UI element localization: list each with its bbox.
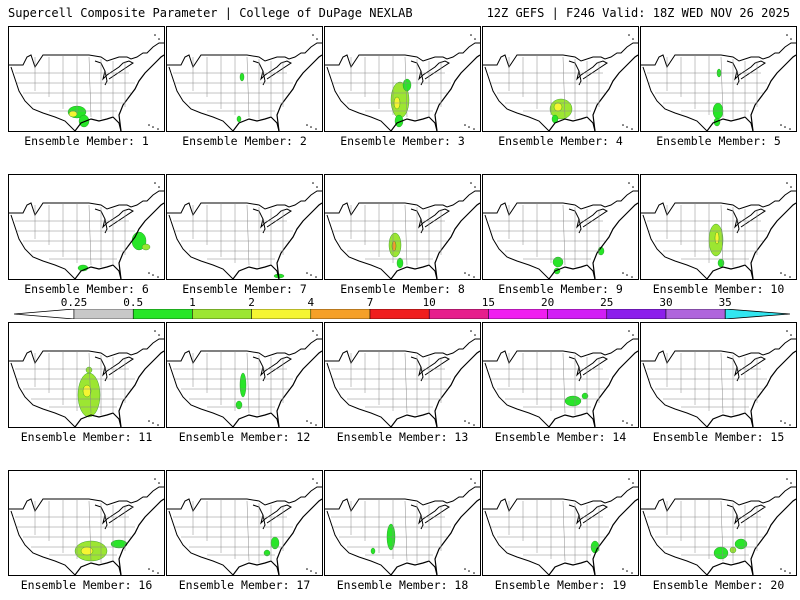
colorbar-tick-label: 2 xyxy=(248,296,255,309)
ensemble-member-map xyxy=(482,26,639,132)
colorbar-tick-label: 0.5 xyxy=(123,296,144,309)
colorbar-high-arrow xyxy=(724,309,790,319)
scp-contour-blob xyxy=(82,384,92,398)
colorbar-segment xyxy=(547,309,608,319)
ensemble-member-label: Ensemble Member: 13 xyxy=(336,430,469,444)
ensemble-member-map xyxy=(8,470,165,576)
ensemble-member-label: Ensemble Member: 12 xyxy=(178,430,311,444)
colorbar-segment xyxy=(606,309,667,319)
ensemble-member-map xyxy=(166,26,323,132)
ensemble-member-label: Ensemble Member: 3 xyxy=(340,134,465,148)
scp-contour-blob xyxy=(68,110,78,118)
colorbar-tick-label: 1 xyxy=(189,296,196,309)
ensemble-member-map xyxy=(324,174,481,280)
ensemble-member-map xyxy=(8,26,165,132)
ensemble-member-label: Ensemble Member: 8 xyxy=(340,282,465,296)
colorbar-tick-label: 15 xyxy=(481,296,496,309)
scp-contour-blob xyxy=(78,114,90,128)
ensemble-member-label: Ensemble Member: 14 xyxy=(494,430,627,444)
scp-contour-blob xyxy=(239,372,247,398)
ensemble-member-label: Ensemble Member: 5 xyxy=(656,134,781,148)
colorbar-tick-label: 7 xyxy=(366,296,374,309)
ensemble-member-map xyxy=(482,174,639,280)
ensemble-member-label: Ensemble Member: 15 xyxy=(652,430,785,444)
scp-contour-blob xyxy=(141,243,151,251)
colorbar-tick-label: 0.25 xyxy=(60,296,88,309)
ensemble-member-label: Ensemble Member: 7 xyxy=(182,282,307,296)
ensemble-member-map xyxy=(324,322,481,428)
ensemble-member-map xyxy=(166,174,323,280)
colorbar-low-arrow xyxy=(14,309,75,319)
ensemble-member-map xyxy=(166,322,323,428)
ensemble-member-label: Ensemble Member: 19 xyxy=(494,578,627,592)
ensemble-member-map xyxy=(640,26,797,132)
colorbar-segment xyxy=(665,309,726,319)
colorbar-segment xyxy=(192,309,252,319)
scp-contour-blob xyxy=(553,102,563,112)
color-scale-bar xyxy=(14,309,790,319)
scp-contour-blob xyxy=(80,546,94,556)
ensemble-member-map xyxy=(640,174,797,280)
scp-contour-blob xyxy=(564,395,582,407)
scp-contour-blob xyxy=(263,549,271,557)
ensemble-member-label: Ensemble Member: 6 xyxy=(24,282,149,296)
ensemble-member-label: Ensemble Member: 1 xyxy=(24,134,149,148)
colorbar-tick-label: 35 xyxy=(718,296,732,309)
scp-contour-blob xyxy=(734,538,748,550)
ensemble-member-label: Ensemble Member: 4 xyxy=(498,134,623,148)
ensemble-member-map xyxy=(640,470,797,576)
ensemble-member-map xyxy=(8,322,165,428)
colorbar-segment xyxy=(132,309,193,319)
colorbar-segment xyxy=(251,309,312,319)
ensemble-member-label: Ensemble Member: 17 xyxy=(178,578,311,592)
ensemble-member-map xyxy=(324,26,481,132)
ensemble-member-map xyxy=(640,322,797,428)
scp-contour-blob xyxy=(85,366,93,374)
scp-contour-blob xyxy=(239,72,245,82)
colorbar-segment xyxy=(428,309,489,319)
ensemble-member-label: Ensemble Member: 16 xyxy=(20,578,153,592)
ensemble-member-map xyxy=(166,470,323,576)
colorbar-tick-label: 20 xyxy=(540,296,555,309)
ensemble-member-label: Ensemble Member: 9 xyxy=(498,282,623,296)
colorbar-segment xyxy=(310,309,371,319)
ensemble-member-map xyxy=(324,470,481,576)
run-valid-time: 12Z GEFS | F246 Valid: 18Z WED NOV 26 20… xyxy=(486,6,790,20)
ensemble-member-label: Ensemble Member: 2 xyxy=(182,134,307,148)
colorbar-segment xyxy=(369,309,430,319)
colorbar-tick-label: 10 xyxy=(422,296,436,309)
ensemble-member-label: Ensemble Member: 18 xyxy=(336,578,469,592)
scp-contour-blob xyxy=(552,256,564,268)
ensemble-member-map xyxy=(482,322,639,428)
ensemble-member-map xyxy=(482,470,639,576)
scp-contour-blob xyxy=(396,257,404,269)
scp-contour-blob xyxy=(391,240,397,252)
colorbar-tick-label: 4 xyxy=(307,296,315,309)
colorbar-tick-label: 25 xyxy=(600,296,614,309)
scp-contour-blob xyxy=(713,546,729,560)
scp-contour-blob xyxy=(370,547,376,555)
colorbar-segment xyxy=(488,309,548,319)
scp-contour-blob xyxy=(236,115,242,123)
ensemble-member-label: Ensemble Member: 10 xyxy=(652,282,785,296)
ensemble-member-map xyxy=(8,174,165,280)
scp-contour-blob xyxy=(235,400,243,410)
colorbar-segment xyxy=(73,309,134,319)
colorbar-tick-label: 30 xyxy=(659,296,673,309)
ensemble-member-label: Ensemble Member: 20 xyxy=(652,578,785,592)
product-title: Supercell Composite Parameter | College … xyxy=(8,6,413,20)
ensemble-member-label: Ensemble Member: 11 xyxy=(20,430,153,444)
scp-contour-blob xyxy=(402,78,412,92)
scp-contour-blob xyxy=(714,231,720,245)
